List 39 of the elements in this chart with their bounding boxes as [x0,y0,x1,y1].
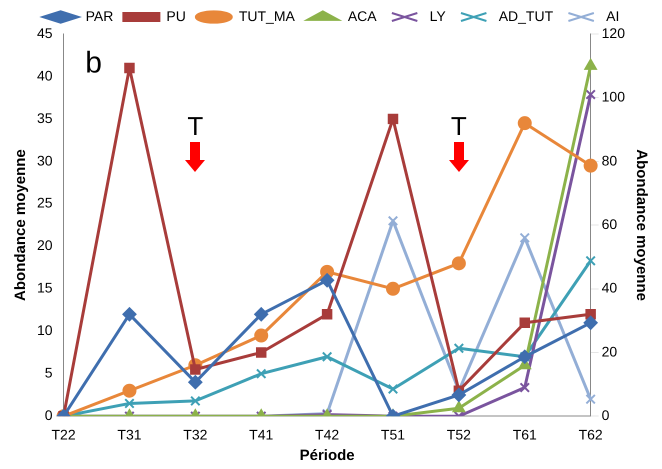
x-tick-label: T31 [117,426,142,442]
legend-label: PAR [86,8,114,24]
x-tick-label: T61 [512,426,538,442]
y-tick-label: 0 [44,407,53,424]
legend-label: AD_TUT [498,8,554,24]
x-tick-label: T51 [380,426,406,442]
y2-axis-title: Abondance moyenne [632,149,650,301]
y2-tick-label: 60 [602,216,618,232]
y-tick-label: 25 [36,194,53,211]
y-tick-label: 30 [36,152,53,168]
legend-label: ACA [348,8,378,24]
y-tick-label: 20 [36,237,53,254]
annotation: T [187,110,204,141]
annotation: T [450,110,467,141]
x-tick-label: T62 [578,426,603,442]
x-tick-label: T22 [52,426,76,442]
y2-tick-label: 100 [602,88,626,105]
y-tick-label: 45 [36,24,53,41]
y2-tick-label: 120 [602,24,626,41]
legend-label: LY [430,8,446,24]
y2-tick-label: 20 [602,343,618,360]
x-tick-label: T42 [315,426,340,442]
y-tick-label: 35 [36,110,53,126]
y-tick-label: 15 [36,280,53,296]
x-axis-title: Période [300,447,355,464]
x-tick-label: T41 [249,426,274,442]
y-axis-title: Abondance moyenne [12,149,30,301]
y-tick-label: 40 [36,67,53,84]
y-tick-label: 5 [44,364,53,381]
x-tick-label: T52 [446,426,472,442]
y2-tick-label: 80 [602,152,618,168]
legend-label: AI [606,8,620,24]
y2-tick-label: 0 [602,407,610,424]
annotation: b [85,46,102,80]
legend-label: TUT_MA [238,8,296,24]
y2-tick-label: 40 [602,280,618,296]
x-tick-label: T32 [183,426,208,442]
y-tick-label: 10 [36,322,53,338]
legend-label: PU [166,8,186,24]
